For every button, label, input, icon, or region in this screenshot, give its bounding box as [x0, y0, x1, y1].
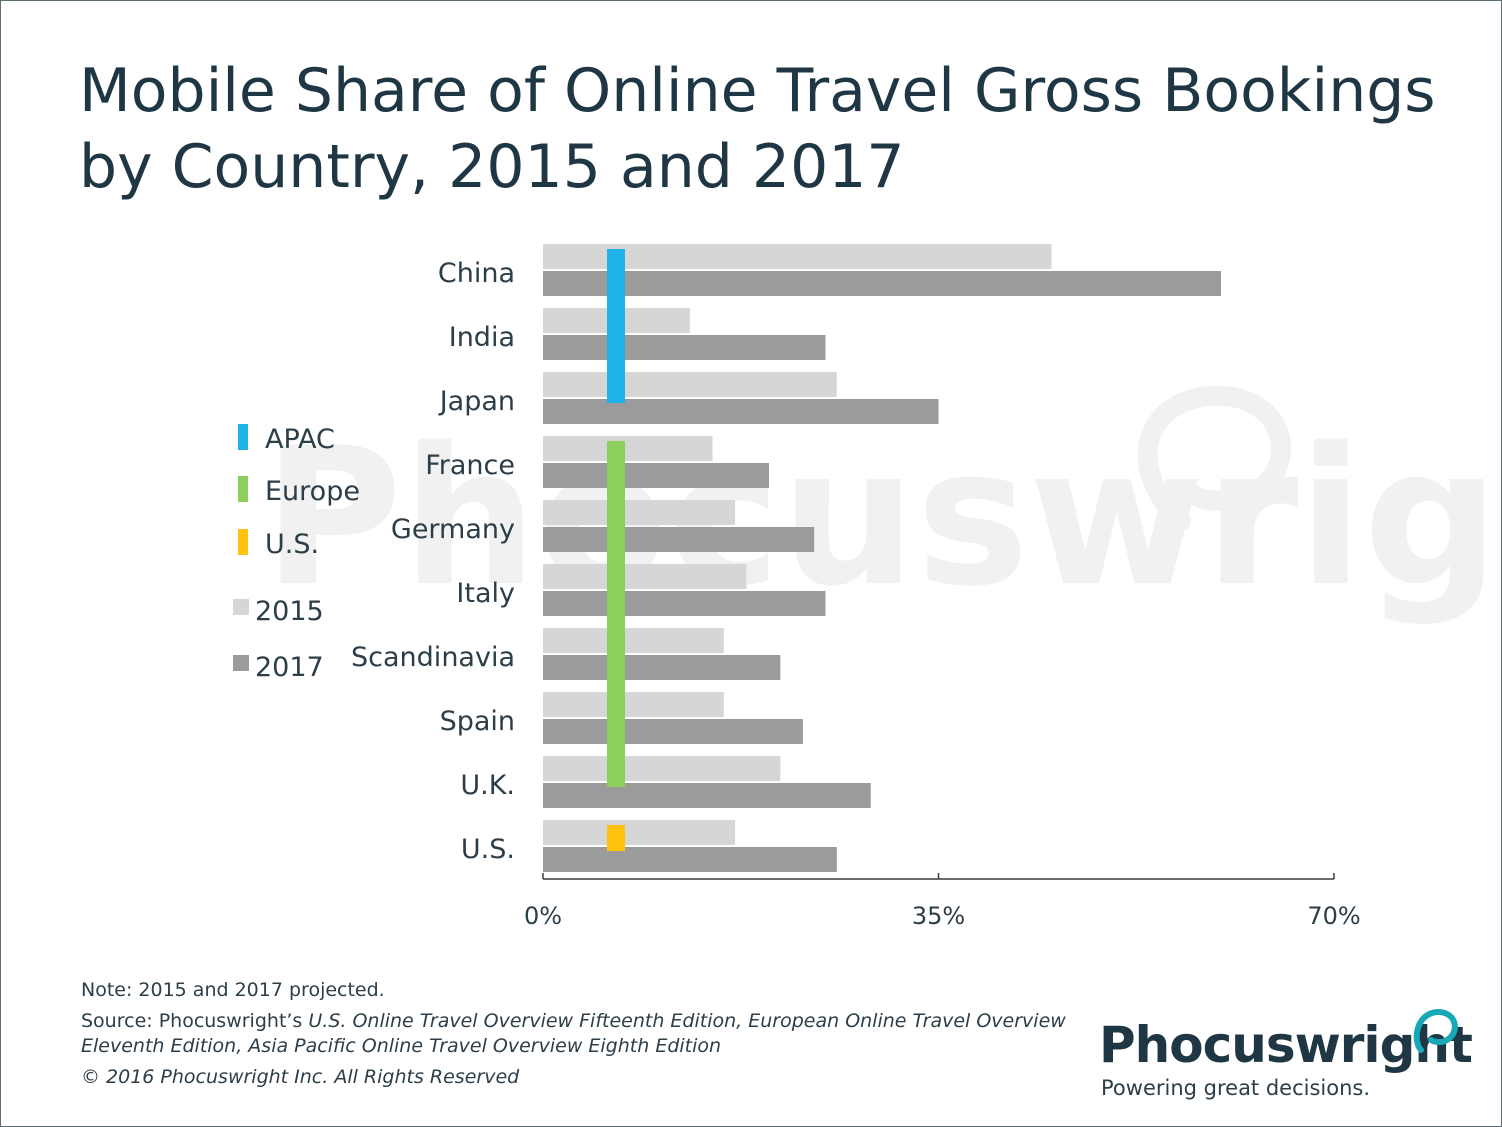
x-axis: 0% 35% 70%	[524, 873, 1361, 930]
x-tick-label: 35%	[912, 902, 965, 930]
category-label-u-s: U.S.	[461, 834, 515, 865]
legend-swatch-2017	[233, 655, 249, 671]
legend-label-apac: APAC	[265, 424, 335, 455]
bar-spain-2015	[543, 692, 724, 717]
legend-label-europe: Europe	[265, 476, 360, 507]
bar-china-2015	[543, 244, 1052, 269]
bar-u-k-2017	[543, 783, 871, 808]
category-label-china: China	[438, 258, 515, 289]
category-label-japan: Japan	[438, 386, 515, 417]
footer-source-prefix: Source: Phocuswright’s	[81, 1010, 309, 1032]
category-label-scandinavia: Scandinavia	[351, 642, 515, 673]
logo-tagline: Powering great decisions.	[1101, 1076, 1371, 1100]
title-line-2: by Country, 2015 and 2017	[79, 132, 905, 202]
footer-source-title-1: U.S. Online Travel Overview Fifteenth Ed…	[308, 1010, 1066, 1032]
bar-scandinavia-2017	[543, 655, 781, 680]
bar-u-k-2015	[543, 756, 781, 781]
category-label-germany: Germany	[391, 514, 515, 545]
bar-u-s-2017	[543, 847, 837, 872]
category-label-italy: Italy	[456, 578, 515, 609]
bar-china-2017	[543, 271, 1221, 296]
bar-chart: Phocuswright China India Japan France German…	[233, 244, 1501, 930]
bar-germany-2017	[543, 527, 815, 552]
bar-japan-2015	[543, 372, 837, 397]
legend: APAC Europe U.S. 2015 2017	[233, 424, 360, 683]
footer-source-line-2: Eleventh Edition, Asia Pacific Online Tr…	[81, 1034, 1081, 1059]
x-tick-label: 0%	[524, 902, 562, 930]
watermark-text: Phocuswright	[263, 407, 1501, 628]
footer-notes: Note: 2015 and 2017 projected. Source: P…	[81, 978, 1081, 1090]
legend-label-2015: 2015	[255, 596, 324, 627]
bar-japan-2017	[543, 399, 939, 424]
x-tick-label: 70%	[1307, 902, 1360, 930]
bars-group	[543, 244, 1221, 872]
footer-source-title-2: Eleventh Edition, Asia Pacific Online Tr…	[81, 1035, 722, 1057]
region-marker-apac	[607, 249, 625, 403]
speech-bubble-icon	[1413, 1009, 1458, 1053]
legend-swatch-u-s	[238, 529, 248, 555]
legend-swatch-2015	[233, 599, 249, 615]
category-label-india: India	[449, 322, 515, 353]
bar-spain-2017	[543, 719, 803, 744]
category-label-u-k: U.K.	[460, 770, 515, 801]
legend-label-2017: 2017	[255, 652, 324, 683]
bar-india-2017	[543, 335, 826, 360]
bar-france-2015	[543, 436, 713, 461]
legend-label-u-s: U.S.	[265, 529, 319, 560]
phocuswright-logo: Phocuswright Powering great decisions.	[1099, 1004, 1479, 1114]
footer-note: Note: 2015 and 2017 projected.	[81, 979, 385, 1001]
category-label-france: France	[425, 450, 515, 481]
logo-wordmark: Phocuswright	[1099, 1016, 1473, 1074]
region-markers	[607, 249, 625, 851]
region-marker-europe	[607, 441, 625, 787]
legend-swatch-europe	[238, 476, 248, 502]
footer-copyright-text: © 2016 Phocuswright Inc. All Rights Rese…	[81, 1066, 520, 1088]
category-labels: China India Japan France Germany Italy Scandin…	[351, 258, 515, 865]
bar-u-s-2015	[543, 820, 736, 845]
bar-germany-2015	[543, 500, 736, 525]
bar-france-2017	[543, 463, 769, 488]
category-label-spain: Spain	[440, 706, 515, 737]
bar-scandinavia-2015	[543, 628, 724, 653]
footer-copyright: © 2016 Phocuswright Inc. All Rights Rese…	[81, 1065, 1081, 1090]
title-line-1: Mobile Share of Online Travel Gross Book…	[79, 56, 1436, 126]
chart-title: Mobile Share of Online Travel Gross Book…	[79, 53, 1479, 205]
bar-italy-2017	[543, 591, 826, 616]
legend-swatch-apac	[238, 424, 248, 450]
watermark-bubble-icon	[1137, 385, 1292, 531]
region-marker-u-s	[607, 825, 625, 851]
footer-source-line-1: Source: Phocuswright’s U.S. Online Trave…	[81, 1009, 1081, 1034]
bar-italy-2015	[543, 564, 747, 589]
